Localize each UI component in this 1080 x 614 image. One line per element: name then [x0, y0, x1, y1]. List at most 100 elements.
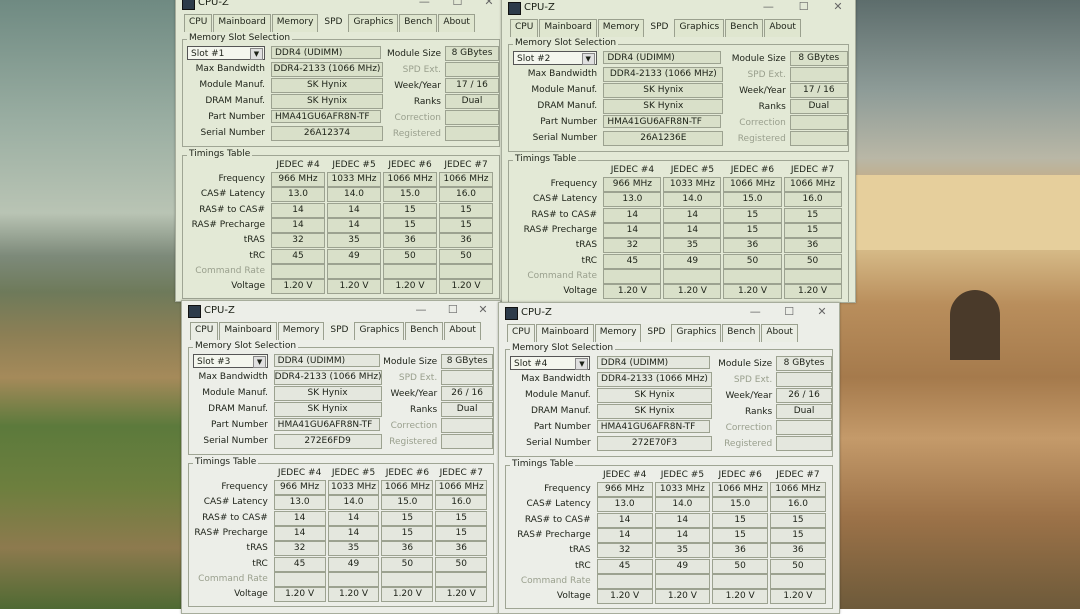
spd-ext-value: [789, 67, 848, 82]
tab-bench[interactable]: Bench: [399, 14, 438, 32]
timing-row-label: Command Rate: [195, 265, 265, 276]
part-number-label: Part Number: [540, 117, 598, 127]
chevron-down-icon[interactable]: ▼: [250, 48, 263, 60]
tab-bench[interactable]: Bench: [405, 322, 444, 340]
minimize-button[interactable]: —: [749, 305, 761, 318]
timing-cell: 45: [273, 556, 326, 572]
desktop-wallpaper-left: [0, 0, 185, 609]
tab-graphics[interactable]: Graphics: [354, 322, 405, 340]
tab-spd[interactable]: SPD: [642, 324, 671, 342]
cpuz-app-icon: [508, 2, 521, 15]
maximize-button[interactable]: ☐: [452, 0, 463, 8]
timing-cell: 14.0: [663, 192, 722, 208]
timing-row-label: Command Rate: [198, 573, 268, 584]
timing-cell: 36: [770, 543, 826, 559]
slot-select[interactable]: Slot #1 ▼: [187, 46, 265, 60]
tab-memory[interactable]: Memory: [597, 19, 645, 37]
memory-type-field: DDR4 (UDIMM): [271, 46, 381, 59]
timing-cell: 1.20 V: [770, 589, 826, 605]
timing-cell: 14: [271, 217, 325, 233]
timing-column-header: JEDEC #6: [718, 470, 762, 480]
tab-cpu[interactable]: CPU: [507, 324, 536, 342]
module-size-label: Module Size: [731, 54, 786, 64]
tab-memory[interactable]: Memory: [277, 322, 325, 340]
tab-graphics[interactable]: Graphics: [671, 324, 722, 342]
slot-select[interactable]: Slot #3 ▼: [193, 354, 269, 368]
timing-cell: 14: [327, 525, 380, 541]
tab-bench[interactable]: Bench: [725, 19, 764, 37]
chevron-down-icon[interactable]: ▼: [253, 356, 267, 368]
week-year-value: 17 / 16: [789, 83, 848, 98]
tab-about[interactable]: About: [444, 322, 481, 340]
tab-about[interactable]: About: [438, 14, 475, 32]
week-year-value: 17 / 16: [445, 78, 499, 93]
chevron-down-icon[interactable]: ▼: [575, 358, 589, 370]
max-bandwidth-label: Max Bandwidth: [195, 64, 265, 74]
timing-cell: 15.0: [383, 187, 437, 203]
tab-mainboard[interactable]: Mainboard: [539, 19, 597, 37]
timing-cell: 16.0: [783, 192, 842, 208]
tab-bench[interactable]: Bench: [722, 324, 761, 342]
tab-cpu[interactable]: CPU: [510, 19, 539, 37]
tab-about[interactable]: About: [761, 324, 798, 342]
tab-cpu[interactable]: CPU: [190, 322, 219, 340]
group-label: Timings Table: [187, 149, 253, 159]
timing-cell: 1.20 V: [783, 284, 842, 300]
minimize-button[interactable]: —: [415, 303, 427, 316]
correction-value: [445, 110, 499, 125]
close-button[interactable]: ✕: [478, 303, 488, 316]
max-bandwidth-label: Max Bandwidth: [198, 372, 268, 382]
timing-row-label: CAS# Latency: [203, 497, 268, 508]
slot-select[interactable]: Slot #4 ▼: [510, 356, 591, 370]
minimize-button[interactable]: —: [762, 0, 774, 13]
maximize-button[interactable]: ☐: [798, 0, 809, 13]
close-button[interactable]: ✕: [817, 305, 827, 318]
week-year-label: Week/Year: [739, 86, 786, 96]
close-button[interactable]: ✕: [484, 0, 494, 8]
timing-cell: [439, 263, 493, 279]
ranks-value: Dual: [445, 94, 499, 109]
tab-memory[interactable]: Memory: [271, 14, 319, 32]
tab-spd[interactable]: SPD: [324, 17, 343, 27]
spd-ext-value: [441, 370, 494, 385]
timing-cell: [603, 268, 662, 284]
tab-mainboard[interactable]: Mainboard: [219, 322, 277, 340]
timing-cell: 1.20 V: [273, 587, 326, 603]
correction-label: Correction: [725, 423, 773, 433]
timing-cell: 15.0: [712, 497, 769, 513]
ranks-label: Ranks: [413, 97, 441, 107]
timing-cell: 15: [783, 222, 842, 238]
tab-about[interactable]: About: [764, 19, 801, 37]
timing-cell: [783, 268, 842, 284]
timing-cell: 15: [712, 512, 769, 528]
minimize-button[interactable]: —: [418, 0, 430, 8]
timing-cell: 14: [327, 510, 380, 526]
part-number-label: Part Number: [533, 422, 591, 432]
close-button[interactable]: ✕: [833, 0, 843, 13]
timing-cell: 13.0: [271, 187, 325, 203]
window-title: CPU-Z: [204, 305, 235, 316]
tab-mainboard[interactable]: Mainboard: [213, 14, 271, 32]
tab-graphics[interactable]: Graphics: [348, 14, 399, 32]
tab-cpu[interactable]: CPU: [184, 14, 213, 32]
module-manuf-label: Module Manuf.: [202, 388, 268, 398]
tab-spd[interactable]: SPD: [650, 22, 669, 32]
timing-cell: [271, 263, 325, 279]
ranks-label: Ranks: [758, 102, 786, 112]
chevron-down-icon[interactable]: ▼: [581, 53, 595, 65]
maximize-button[interactable]: ☐: [447, 303, 458, 316]
ranks-value: Dual: [776, 404, 832, 419]
timing-cell: 14: [271, 202, 325, 218]
tab-memory[interactable]: Memory: [594, 324, 642, 342]
tab-spd[interactable]: SPD: [325, 322, 354, 340]
cpuz-app-icon: [505, 307, 518, 320]
maximize-button[interactable]: ☐: [784, 305, 795, 318]
slot-select[interactable]: Slot #2 ▼: [513, 51, 597, 65]
group-label: Memory Slot Selection: [187, 33, 293, 43]
timing-cell: 14: [663, 222, 722, 238]
tab-mainboard[interactable]: Mainboard: [536, 324, 594, 342]
timing-row-label: Voltage: [234, 589, 268, 600]
tab-graphics[interactable]: Graphics: [674, 19, 725, 37]
slot-select-value: Slot #1: [191, 49, 225, 59]
timing-row-label: Frequency: [221, 482, 268, 492]
